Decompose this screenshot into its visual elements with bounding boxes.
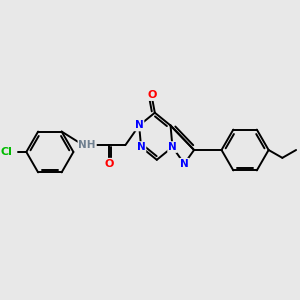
Text: N: N [168, 142, 177, 152]
Text: NH: NH [78, 140, 96, 150]
Text: O: O [104, 159, 113, 169]
Text: N: N [137, 142, 146, 152]
Text: N: N [135, 121, 143, 130]
Text: O: O [147, 90, 157, 100]
Text: N: N [180, 159, 189, 169]
Text: Cl: Cl [1, 147, 13, 157]
